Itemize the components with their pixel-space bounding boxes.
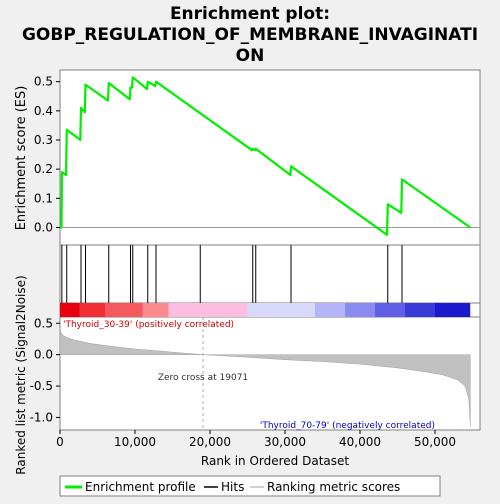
colorbar-segment [247,303,315,317]
chart-title-line-2: GOBP_REGULATION_OF_MEMBRANE_INVAGINATI [22,25,478,45]
colorbar-segment [79,303,105,317]
es-ytick-label: 0.5 [34,75,53,89]
es-ytick-label: 0.1 [34,191,53,205]
metric-panel [59,316,481,431]
hits-group [61,245,403,303]
xtick-label: 0 [56,435,64,449]
xtick-label: 30,000 [264,435,306,449]
colorbar-segment [345,303,375,317]
metric-group [59,317,471,430]
colorbar-group [60,303,471,317]
colorbar-segment [405,303,435,317]
es-panel [59,69,481,246]
metric-y-label: Ranked list metric (Signal2Noise) [14,275,28,474]
es-line-group [60,76,471,236]
xtick-label: 20,000 [189,435,231,449]
es-ytick-label: 0.0 [34,221,53,235]
colorbar-segment [168,303,248,317]
xtick-label: 50,000 [414,435,456,449]
negative-label: 'Thyroid_70-79' (negatively correlated) [260,421,435,431]
positive-label: 'Thyroid_30-39' (positively correlated) [63,320,234,330]
colorbar-segment [375,303,405,317]
es-ytick-label: 0.2 [34,162,53,176]
colorbar-segment [60,303,80,317]
colorbar-segment [142,303,169,317]
legend-box [59,475,441,497]
es-series-line [60,76,471,236]
x-axis-label: Rank in Ordered Dataset [201,454,349,468]
chart-title-line-1: Enrichment plot: [170,4,330,24]
hits-panel [59,244,481,304]
es-ytick-label: 0.4 [34,104,53,118]
colorbar-segment [105,303,143,317]
es-y-label: Enrichment score (ES) [14,86,29,231]
metric-y-axis: 0.5 0.0 -0.5 -1.0 [30,316,60,424]
es-ytick-label: 0.3 [34,133,53,147]
legend-metric-label: Ranking metric scores [267,480,400,494]
colorbar-segment [435,303,471,317]
es-y-axis: 0.0 0.1 0.2 0.3 0.4 0.5 [34,75,60,235]
xtick-label: 40,000 [339,435,381,449]
metric-ytick-label: 0.0 [34,348,53,362]
xtick-label: 10,000 [114,435,156,449]
x-axis: 0 10,000 20,000 30,000 40,000 50,000 [56,430,456,449]
chart-title-line-3: ON [236,46,265,66]
colorbar-segment [315,303,345,317]
metric-ytick-label: -0.5 [30,379,53,393]
metric-ytick-label: -1.0 [30,410,53,424]
metric-ytick-label: 0.5 [34,316,53,330]
metric-area [59,328,471,427]
zero-cross-label: Zero cross at 19071 [158,373,248,383]
legend-es-label: Enrichment profile [85,480,196,494]
legend-hits-label: Hits [221,480,244,494]
